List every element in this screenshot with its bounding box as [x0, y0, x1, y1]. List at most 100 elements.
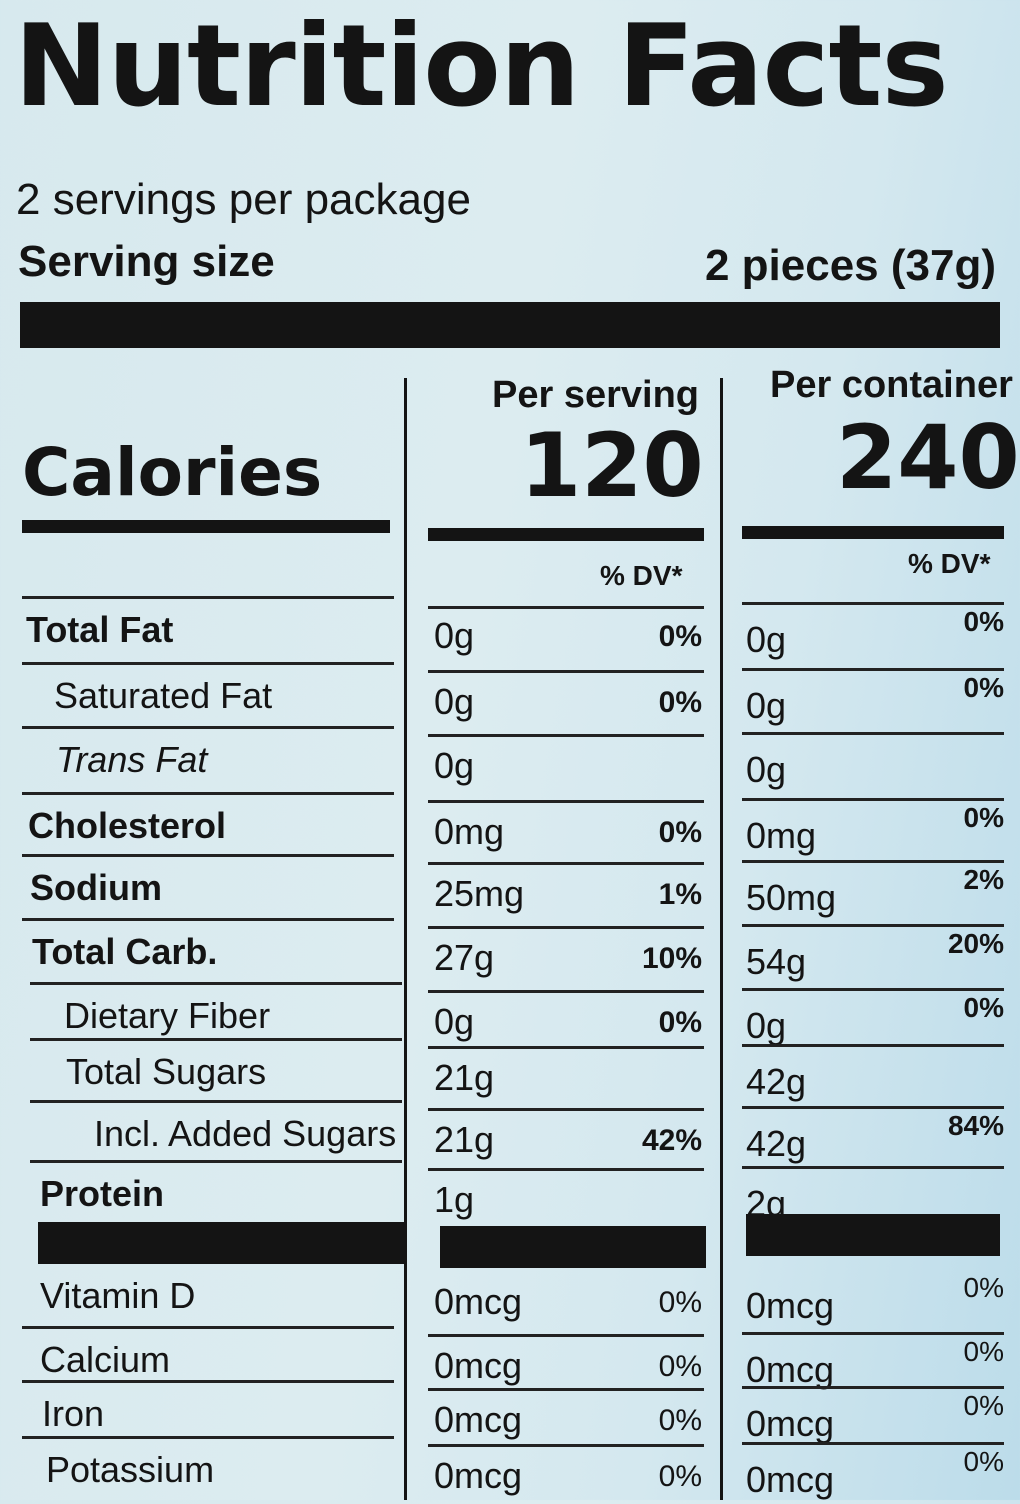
nutrients-row-divider [22, 854, 394, 857]
nutrients-row-divider [428, 1108, 704, 1111]
nutrients-dv-container: 84% [947, 1110, 1004, 1141]
nutrients-label: Dietary Fiber [64, 995, 271, 1036]
nutrients-dv-container: 2% [963, 864, 1004, 895]
nutrients-label: Protein [40, 1173, 165, 1214]
nutrients-amount-serving: 21g [434, 1057, 495, 1098]
vitamins-dv-serving: 0% [658, 1404, 702, 1437]
nutrients-row: Total Fat 0g 0% 0g 0% [0, 600, 1020, 664]
nutrients-row-divider [428, 990, 704, 993]
vitamins-label: Calcium [40, 1339, 171, 1380]
vitamins-dv-serving: 0% [658, 1286, 702, 1319]
dv-header-container: % DV* [908, 548, 991, 579]
nutrients-label: Saturated Fat [54, 675, 273, 716]
nutrients-row-divider [22, 662, 394, 665]
nutrients-dv-serving: 0% [658, 620, 702, 653]
vitamins-row-divider [742, 1442, 1004, 1445]
nutrients-row-divider [428, 670, 704, 673]
nutrients-amount-container: 42g [746, 1061, 807, 1102]
nutrients-dv-serving: 0% [658, 686, 702, 719]
vitamins-row: Iron 0mcg 0% 0mcg 0% [0, 1384, 1020, 1448]
calories-per-container: 240 [836, 406, 1020, 509]
nutrients-row: Trans Fat 0g 0g [0, 730, 1020, 794]
divider-dv-right [742, 602, 1004, 605]
serving-size-value: 2 pieces (37g) [704, 241, 996, 290]
nutrients-row: Dietary Fiber 0g 0% 0g 0% [0, 986, 1020, 1050]
calories-per-serving: 120 [520, 414, 704, 517]
nutrients-row-divider [22, 918, 394, 921]
nutrients-amount-serving: 21g [434, 1119, 495, 1160]
thick-divider-vitamins-mid [440, 1226, 706, 1268]
nutrients-row-divider [742, 924, 1004, 927]
nutrients-amount-serving: 0g [434, 1001, 475, 1042]
nutrients-dv-serving: 0% [658, 816, 702, 849]
nutrients-row-divider [428, 1168, 704, 1171]
nutrients-row: Total Carb. 27g 10% 54g 20% [0, 922, 1020, 986]
nutrients-row: Sodium 25mg 1% 50mg 2% [0, 858, 1020, 922]
nutrients-label: Sodium [30, 867, 162, 908]
vitamins-amount-container: 0mcg [746, 1285, 835, 1326]
nutrients-row: Saturated Fat 0g 0% 0g 0% [0, 666, 1020, 730]
calories-label: Calories [22, 434, 323, 511]
calories-bar-left [22, 520, 390, 533]
vitamins-amount-serving: 0mcg [434, 1281, 523, 1322]
nutrients-dv-container: 0% [963, 802, 1004, 833]
vitamins-label: Iron [42, 1393, 105, 1434]
nutrients-dv-container: 0% [963, 992, 1004, 1023]
nutrients-row-divider [742, 860, 1004, 863]
nutrients-amount-container: 42g [746, 1123, 807, 1164]
vitamins-row-divider [742, 1332, 1004, 1335]
calories-bar-right [742, 526, 1004, 539]
nutrients-row-divider [428, 1046, 704, 1049]
vitamins-amount-serving: 0mcg [434, 1399, 523, 1440]
per-serving-header: Per serving [492, 374, 699, 416]
nutrients-amount-serving: 1g [434, 1179, 475, 1220]
vitamins-row-divider [428, 1444, 704, 1447]
divider-dv [22, 596, 394, 599]
nutrients-amount-container: 0g [746, 619, 787, 660]
nutrients-amount-serving: 0g [434, 745, 475, 786]
vitamins-amount-serving: 0mcg [434, 1345, 523, 1386]
vitamins-dv-container: 0% [963, 1336, 1004, 1367]
dv-header-serving: % DV* [600, 560, 683, 591]
nutrients-row-divider [22, 726, 394, 729]
nutrients-row-divider [30, 1100, 402, 1103]
nutrients-amount-container: 50mg [746, 877, 837, 918]
nutrients-row-divider [30, 1160, 402, 1163]
thick-divider-vitamins-right [746, 1214, 1000, 1256]
nutrients-dv-serving: 1% [658, 878, 702, 911]
nutrients-label: Incl. Added Sugars [94, 1113, 397, 1154]
nutrients-row-divider [742, 1106, 1004, 1109]
vitamins-label: Vitamin D [40, 1275, 196, 1316]
nutrients-amount-container: 0mg [746, 815, 817, 856]
label-title: Nutrition Facts [14, 0, 949, 132]
nutrients-row-divider [30, 982, 402, 985]
vitamins-dv-container: 0% [963, 1272, 1004, 1303]
nutrients-row-divider [428, 926, 704, 929]
vitamins-amount-container: 0mcg [746, 1403, 835, 1444]
nutrients-row-divider [30, 1038, 402, 1041]
vitamins-row-divider [428, 1388, 704, 1391]
vitamins-row-divider [742, 1386, 1004, 1389]
column-divider-left [404, 378, 407, 1500]
serving-size-label: Serving size [18, 237, 275, 286]
nutrients-label: Total Carb. [32, 931, 218, 972]
nutrients-amount-container: 0g [746, 1005, 787, 1046]
vitamins-dv-serving: 0% [658, 1350, 702, 1383]
per-container-header: Per container [770, 364, 1013, 406]
nutrients-label: Cholesterol [28, 805, 227, 846]
vitamins-dv-container: 0% [963, 1390, 1004, 1421]
nutrients-dv-serving: 42% [641, 1124, 702, 1157]
nutrients-label: Total Sugars [66, 1051, 267, 1092]
vitamins-dv-serving: 0% [658, 1460, 702, 1493]
nutrients-label: Trans Fat [56, 739, 208, 780]
nutrients-row: Total Sugars 21g 42g [0, 1042, 1020, 1106]
servings-per-package: 2 servings per package [16, 175, 471, 224]
nutrients-row-divider [742, 1044, 1004, 1047]
nutrients-dv-serving: 0% [658, 1006, 702, 1039]
nutrients-amount-container: 54g [746, 941, 807, 982]
nutrients-row-divider [742, 732, 1004, 735]
nutrients-row: Incl. Added Sugars 21g 42% 42g 84% [0, 1104, 1020, 1168]
nutrients-row-divider [22, 792, 394, 795]
vitamins-row: Vitamin D 0mcg 0% 0mcg 0% [0, 1266, 1020, 1330]
nutrients-amount-container: 0g [746, 749, 787, 790]
